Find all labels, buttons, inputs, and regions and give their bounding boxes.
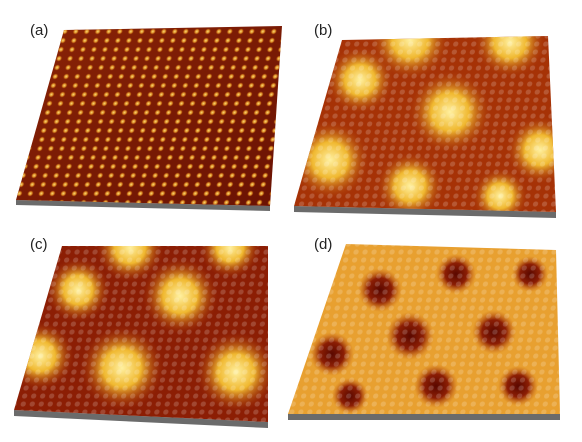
panel-b-label: (b)	[314, 22, 333, 39]
panel-d-label: (d)	[314, 236, 333, 253]
surface-d	[288, 244, 560, 420]
surface-c	[14, 246, 268, 428]
surface-a	[16, 26, 282, 211]
panel-a-label: (a)	[30, 22, 49, 39]
surface-b	[294, 36, 556, 218]
panel-c-label: (c)	[30, 236, 48, 253]
